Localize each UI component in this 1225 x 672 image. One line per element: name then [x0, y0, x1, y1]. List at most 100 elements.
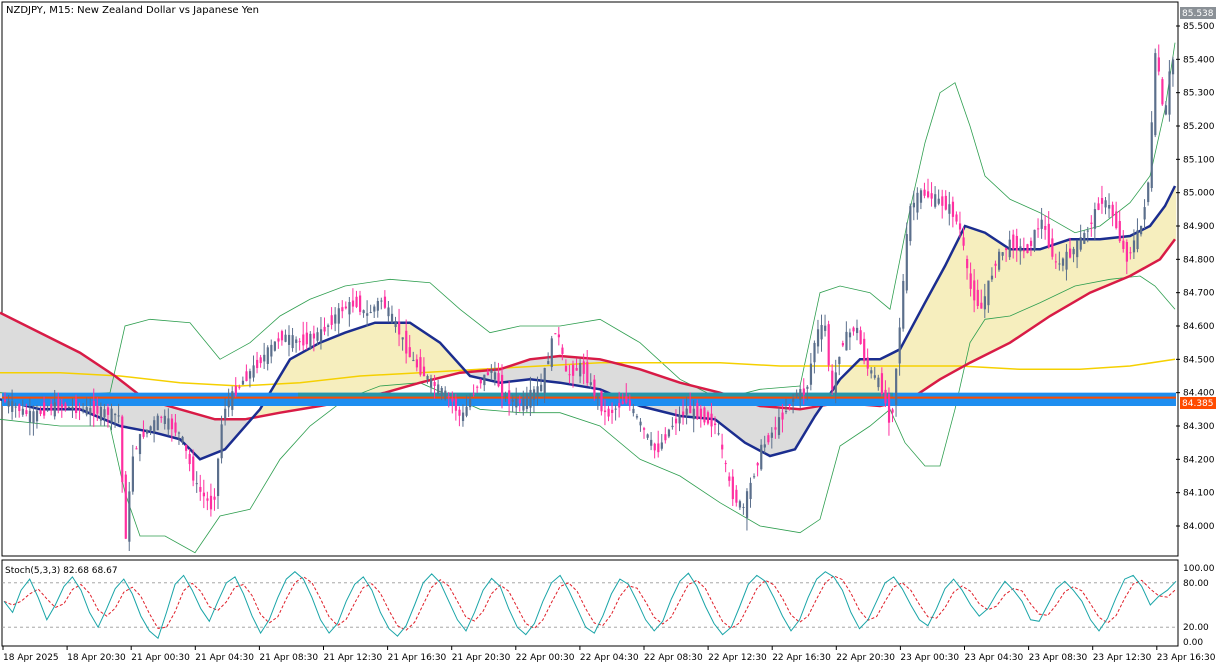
candle-body: [721, 444, 724, 450]
candle-body: [433, 382, 436, 386]
candle-body: [35, 410, 39, 422]
candle-body: [568, 374, 571, 376]
cloud-segment: [1115, 236, 1120, 283]
stoch-tick-label: 0.00: [1183, 638, 1203, 648]
candle-body: [671, 425, 674, 428]
candle-body: [245, 371, 248, 381]
candle-body: [987, 280, 990, 306]
candle-body: [412, 360, 415, 362]
cloud-segment: [1157, 210, 1162, 261]
candle-body: [575, 368, 578, 371]
cloud-segment: [923, 298, 928, 391]
cloud-segment: [431, 336, 436, 380]
candle-body: [440, 387, 443, 396]
candle-body: [543, 367, 546, 394]
cloud-segment: [362, 325, 367, 398]
candle-body: [305, 332, 308, 345]
candle-body: [472, 393, 475, 395]
candle-body: [682, 411, 685, 416]
time-tick-label: 23 Apr 08:30: [1029, 653, 1088, 663]
cloud-segment: [908, 326, 913, 400]
stoch-signal-line: [3, 575, 1177, 631]
cloud-segment: [917, 310, 922, 395]
candle-body: [359, 295, 362, 312]
candle-body: [696, 403, 699, 420]
candle-body: [717, 433, 720, 435]
candle-body: [816, 329, 820, 347]
cloud-segment: [0, 312, 4, 401]
candle-body: [220, 424, 223, 459]
cloud-segment: [1010, 249, 1015, 343]
candle-body: [873, 375, 876, 378]
candle-body: [547, 361, 550, 365]
cloud-segment: [353, 328, 358, 400]
candle-body: [1164, 105, 1168, 115]
candle-body: [838, 356, 841, 365]
candle-body: [579, 362, 582, 377]
cloud-segment: [1055, 242, 1060, 313]
candle-body: [561, 347, 564, 354]
candle-body: [1001, 252, 1004, 256]
candle-body: [1065, 251, 1068, 270]
cloud-segment: [383, 322, 388, 394]
candle-body: [557, 334, 560, 338]
candle-body: [1154, 53, 1157, 136]
candle-body: [501, 374, 504, 396]
candle-body: [1047, 223, 1050, 248]
candle-body: [316, 332, 319, 341]
cloud-segment: [599, 359, 604, 391]
cloud-segment: [992, 237, 997, 352]
candle-body: [831, 370, 834, 390]
candle-body: [1157, 57, 1160, 72]
candle-body: [99, 406, 103, 421]
cloud-segment: [752, 403, 757, 449]
cloud-segment: [1013, 249, 1018, 341]
cloud-segment: [941, 265, 946, 379]
cloud-segment: [959, 229, 964, 369]
time-tick-label: 23 Apr 12:30: [1093, 653, 1152, 663]
candle-body: [451, 398, 454, 402]
price-tick-label: 84.500: [1183, 355, 1215, 365]
candle-body: [153, 420, 156, 432]
cloud-segment: [596, 358, 601, 390]
candle-body: [373, 306, 376, 312]
cloud-segment: [989, 235, 994, 354]
candle-body: [128, 491, 131, 542]
candle-body: [1161, 79, 1164, 105]
candle-body: [522, 396, 525, 411]
candle-body: [366, 313, 369, 316]
cloud-segment: [1040, 247, 1045, 323]
candle-body: [763, 444, 766, 448]
cloud-segment: [749, 402, 754, 448]
cloud-segment: [206, 416, 211, 457]
cloud-segment: [188, 411, 193, 452]
cloud-segment: [911, 321, 916, 399]
candle-body: [639, 421, 642, 426]
candle-body: [1029, 240, 1033, 247]
candle-body: [1083, 233, 1086, 244]
candle-body: [1171, 59, 1175, 75]
candle-body: [1136, 230, 1139, 250]
candle-body: [674, 418, 678, 424]
candle-body: [426, 375, 429, 380]
candle-body: [92, 400, 95, 416]
candle-body: [1033, 229, 1036, 250]
candle-body: [387, 307, 390, 317]
stoch-tick-label: 80.00: [1183, 579, 1209, 589]
level-price-badge-bg: [1180, 397, 1216, 409]
candle-body: [1143, 207, 1146, 220]
candle-body: [1118, 221, 1121, 242]
candle-body: [14, 406, 17, 408]
candle-body: [866, 357, 869, 369]
cloud-segment: [944, 259, 949, 377]
time-tick-label: 23 Apr 00:30: [900, 653, 959, 663]
cloud-segment: [1094, 239, 1099, 291]
candle-body: [646, 434, 649, 438]
candle-body: [1122, 240, 1125, 249]
cloud-segment: [953, 241, 958, 372]
candle-body: [962, 237, 965, 246]
cloud-segment: [344, 331, 349, 402]
time-tick-label: 21 Apr 20:30: [452, 653, 511, 663]
candle-body: [951, 201, 955, 217]
cloud-segment: [929, 287, 934, 387]
